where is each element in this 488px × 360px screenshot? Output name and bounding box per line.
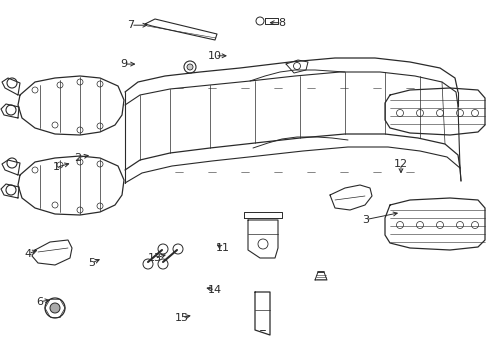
Text: 15: 15 bbox=[175, 312, 188, 323]
Text: 12: 12 bbox=[393, 159, 407, 169]
Text: 6: 6 bbox=[37, 297, 43, 307]
Text: 3: 3 bbox=[362, 215, 368, 225]
Text: 9: 9 bbox=[120, 59, 127, 69]
Text: 10: 10 bbox=[208, 51, 222, 61]
Text: 5: 5 bbox=[88, 258, 95, 268]
Text: 1: 1 bbox=[53, 162, 60, 172]
Text: 7: 7 bbox=[127, 20, 134, 30]
Text: 8: 8 bbox=[278, 18, 285, 28]
Text: 11: 11 bbox=[216, 243, 229, 253]
Text: 4: 4 bbox=[25, 249, 32, 259]
Text: 2: 2 bbox=[74, 153, 81, 163]
Text: 14: 14 bbox=[208, 285, 222, 295]
Circle shape bbox=[186, 64, 193, 70]
Text: 13: 13 bbox=[147, 253, 161, 264]
Circle shape bbox=[50, 303, 60, 313]
